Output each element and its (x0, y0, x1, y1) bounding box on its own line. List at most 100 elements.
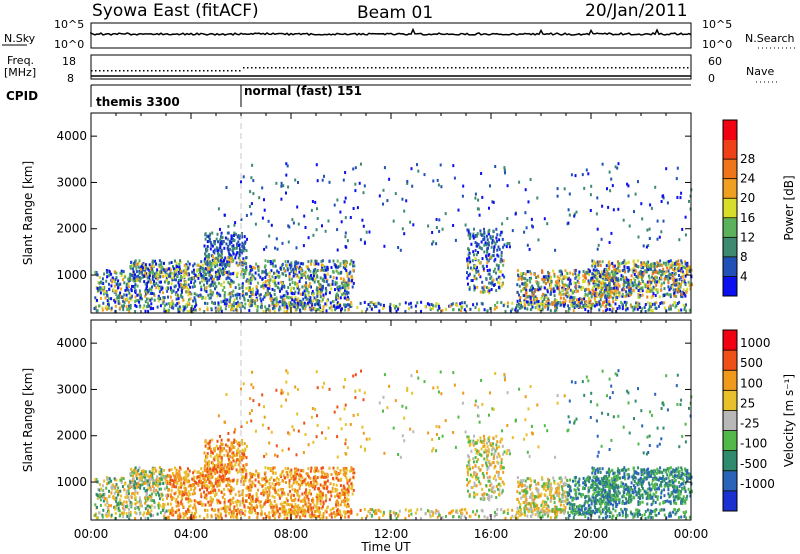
velocity-cell (119, 478, 122, 482)
power-cell (457, 208, 460, 212)
power-cell (297, 222, 300, 226)
power-cell (276, 302, 279, 306)
power-cell (382, 188, 385, 192)
nave-dot (631, 67, 633, 69)
power-cell (487, 243, 490, 247)
power-cell (591, 292, 594, 296)
power-cell (145, 284, 148, 288)
power-cell (344, 216, 347, 220)
power-cell (633, 305, 636, 309)
power-cell (213, 263, 216, 267)
power-cell (502, 304, 505, 308)
power-cell (200, 288, 203, 292)
nave-dot (479, 67, 481, 69)
power-cell (193, 292, 196, 296)
nave-dot (155, 70, 157, 72)
power-cell (236, 273, 239, 277)
power-cell (102, 301, 105, 305)
power-cell (294, 290, 297, 294)
power-cell (326, 278, 329, 282)
power-cell (240, 251, 243, 255)
power-cell (637, 289, 640, 292)
power-cell (668, 304, 671, 308)
power-cell (679, 285, 682, 289)
power-cell (350, 261, 353, 265)
power-cell (244, 269, 247, 273)
power-cell (241, 241, 244, 245)
power-cell (187, 283, 190, 287)
nave-dot (663, 67, 665, 69)
velocity-cell (144, 470, 147, 474)
power-cell (302, 306, 305, 310)
velocity-cell (203, 490, 205, 494)
power-cell (254, 271, 257, 275)
power-cell (621, 292, 624, 296)
power-cell (668, 272, 671, 276)
power-cell (209, 292, 212, 296)
velocity-cell (194, 515, 197, 519)
power-cell (671, 272, 674, 275)
power-cell (589, 291, 592, 295)
power-cell (603, 288, 606, 292)
power-cell (515, 306, 518, 310)
power-cell (690, 283, 693, 287)
power-cell (656, 264, 658, 268)
power-cell (161, 266, 164, 269)
power-cell (501, 222, 504, 226)
power-cell (307, 284, 310, 288)
power-cell (504, 309, 507, 313)
power-cell (191, 270, 194, 274)
power-cell (414, 304, 417, 308)
power-cell (382, 306, 385, 310)
power-cell (228, 282, 231, 286)
power-cell (463, 308, 466, 312)
power-cell (464, 223, 467, 227)
power-cell (264, 280, 267, 284)
power-cell (229, 298, 232, 302)
velocity-cell (150, 477, 153, 481)
power-cell (600, 283, 603, 287)
velocity-cell (161, 477, 164, 481)
power-cell (595, 268, 598, 272)
sky-left-label: N.Sky (4, 32, 36, 45)
power-cell (220, 236, 223, 240)
power-cell (641, 280, 644, 284)
power-cell (240, 303, 243, 307)
power-cell (397, 307, 399, 311)
power-cell (169, 286, 172, 290)
power-cell (661, 264, 664, 268)
velocity-cell (170, 489, 173, 493)
power-cell (301, 269, 304, 273)
power-cell (488, 289, 491, 293)
power-cell (537, 300, 540, 303)
velocity-cell (210, 472, 213, 476)
power-cell (322, 284, 324, 288)
power-cell (635, 263, 638, 267)
power-cell (489, 307, 492, 311)
power-cell (659, 289, 662, 293)
power-cell (595, 303, 598, 307)
power-cell (558, 276, 561, 280)
power-cell (486, 269, 489, 272)
power-cell (595, 276, 598, 279)
power-cell (133, 264, 136, 268)
power-cell (369, 301, 372, 304)
power-cell (614, 268, 617, 272)
power-cell (604, 277, 607, 281)
power-cell (285, 305, 288, 308)
power-cell (232, 294, 235, 298)
velocity-cell (212, 497, 214, 501)
cpid-label: CPID (6, 89, 38, 103)
power-cell (350, 275, 353, 279)
power-cell (608, 279, 611, 283)
power-cell (688, 308, 691, 312)
power-cell (280, 287, 283, 291)
velocity-cell (217, 508, 220, 512)
power-cell (649, 282, 652, 286)
power-cell (147, 309, 150, 313)
velocity-cell (220, 491, 223, 494)
power-cell (272, 264, 275, 268)
power-cell (648, 307, 651, 311)
power-cell (573, 281, 576, 285)
velocity-cell (105, 476, 108, 479)
